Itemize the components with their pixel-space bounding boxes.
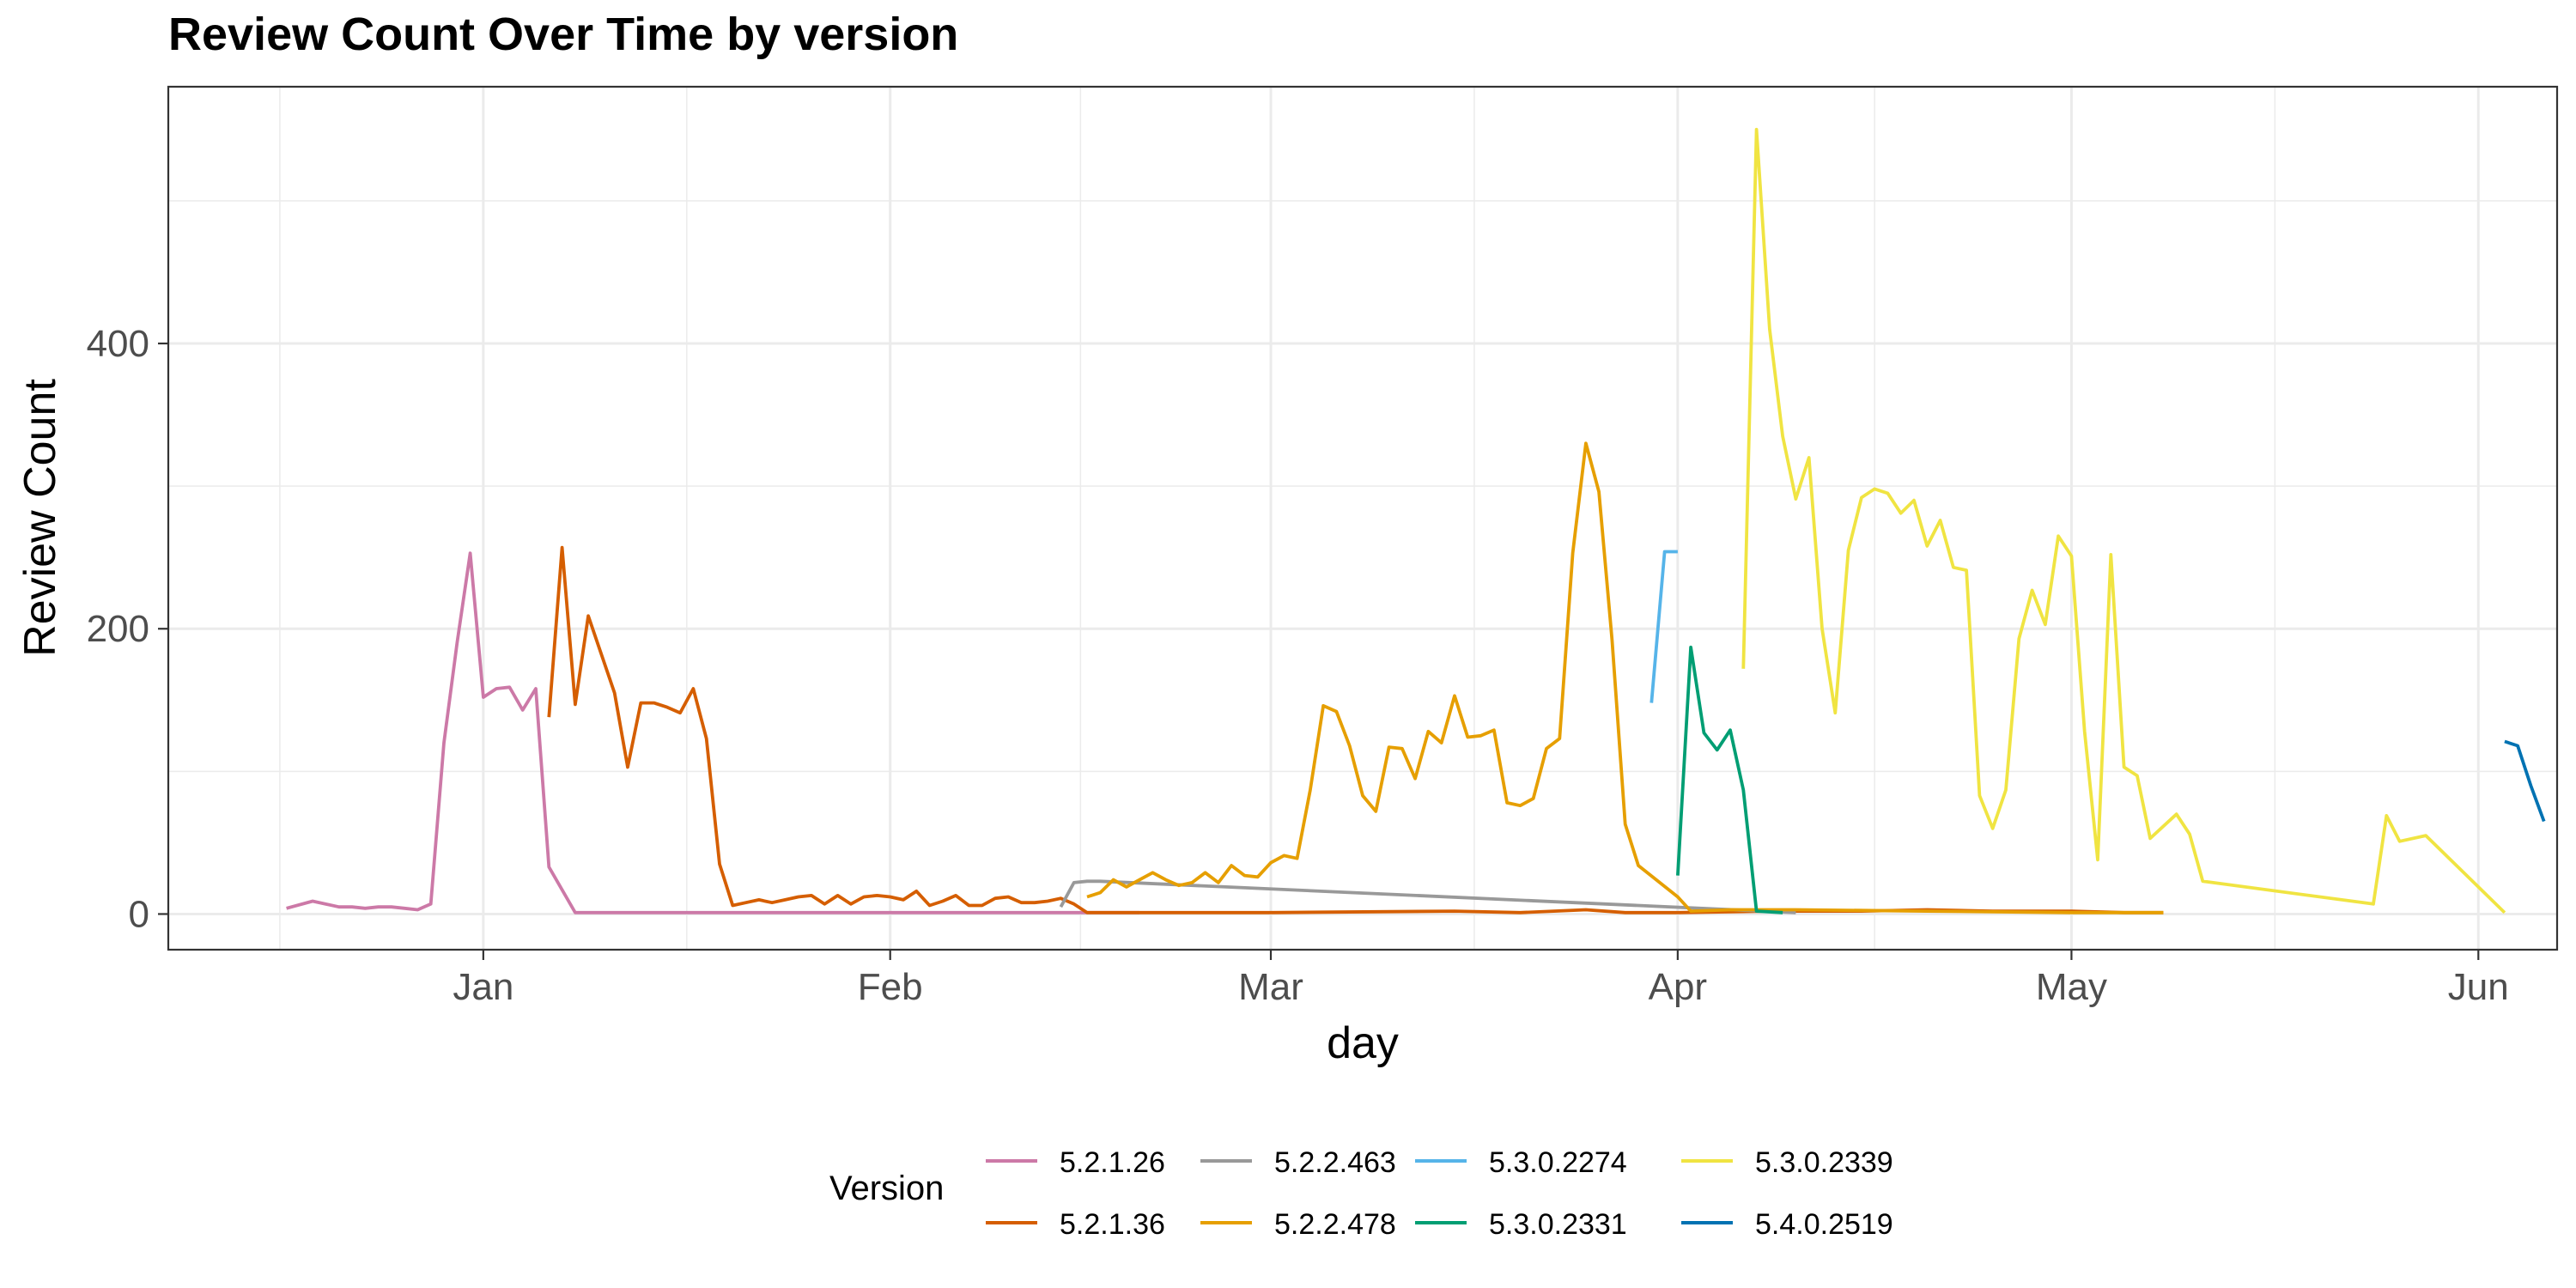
legend: Version 5.2.1.26 5.2.1.36 5.2.2.463 5.2.2.4… xyxy=(829,1146,1893,1241)
x-tick-label: Apr xyxy=(1649,966,1707,1008)
legend-label: 5.2.2.463 xyxy=(1274,1146,1396,1179)
x-tick-label: Jun xyxy=(2448,966,2509,1008)
x-tick-label: Feb xyxy=(858,966,923,1008)
series-line-5-2-2-463 xyxy=(1059,879,1796,914)
legend-label: 5.3.0.2274 xyxy=(1489,1146,1627,1179)
legend-label: 5.3.0.2331 xyxy=(1489,1208,1627,1241)
legend-label: 5.2.1.36 xyxy=(1060,1208,1165,1241)
series-line-5-3-0-2339 xyxy=(1741,127,2506,914)
series-line-5-3-0-2331 xyxy=(1676,645,1783,914)
y-axis-label: Review Count xyxy=(15,379,65,657)
y-tick-label: 0 xyxy=(129,893,149,935)
legend-label: 5.4.0.2519 xyxy=(1755,1208,1893,1241)
legend-label: 5.2.1.26 xyxy=(1060,1146,1165,1179)
legend-label: 5.2.2.478 xyxy=(1274,1208,1396,1241)
x-tick-label: Mar xyxy=(1238,966,1303,1008)
x-tick-label: Jan xyxy=(453,966,513,1008)
x-axis: Jan Feb Mar Apr May Jun xyxy=(453,950,2509,1008)
y-tick-label: 200 xyxy=(87,608,149,650)
y-axis: 0 200 400 xyxy=(87,323,168,935)
series-line-5-2-2-478 xyxy=(1086,441,2164,914)
series-layer xyxy=(286,127,2546,914)
series-line-5-4-0-2519 xyxy=(2504,739,2546,823)
chart-title: Review Count Over Time by version xyxy=(168,9,958,60)
y-tick-label: 400 xyxy=(87,323,149,365)
series-line-5-2-1-26 xyxy=(286,551,1140,914)
series-line-5-3-0-2274 xyxy=(1649,550,1678,703)
series-line-5-2-1-36 xyxy=(547,545,2164,914)
plot-panel-border xyxy=(167,85,2559,951)
legend-label: 5.3.0.2339 xyxy=(1755,1146,1893,1179)
minor-gridlines xyxy=(168,87,2557,950)
x-axis-label: day xyxy=(1327,1018,1399,1068)
legend-title: Version xyxy=(829,1170,944,1207)
x-tick-label: May xyxy=(2036,966,2107,1008)
